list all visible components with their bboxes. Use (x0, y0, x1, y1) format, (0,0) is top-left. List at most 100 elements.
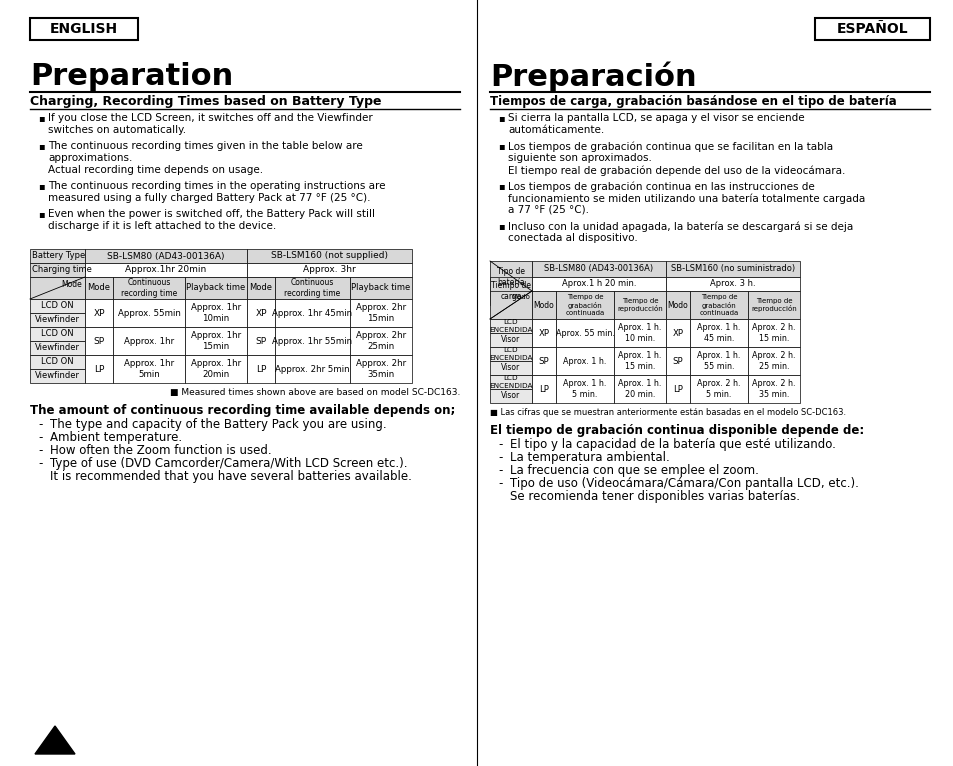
Text: ▪: ▪ (497, 113, 504, 123)
Text: Aprox. 1 h.
5 min.: Aprox. 1 h. 5 min. (562, 379, 606, 398)
Bar (532, 291, 556, 319)
Bar (185, 355, 247, 383)
Text: LCD
ENCENDIDA: LCD ENCENDIDA (489, 375, 532, 388)
Bar (532, 277, 665, 291)
Text: Approx. 1hr
10min: Approx. 1hr 10min (191, 303, 241, 322)
Bar (30, 263, 85, 277)
Text: ■ Measured times shown above are based on model SC-DC163.: ■ Measured times shown above are based o… (170, 388, 459, 397)
Text: Aprox. 3 h.: Aprox. 3 h. (709, 280, 755, 289)
Text: Tiempo de
grabación
continuada: Tiempo de grabación continuada (699, 294, 738, 316)
Text: Approx. 2hr 5min: Approx. 2hr 5min (274, 365, 350, 374)
Text: Charging, Recording Times based on Battery Type: Charging, Recording Times based on Batte… (30, 95, 381, 108)
Text: LP: LP (538, 385, 548, 394)
Text: XP: XP (255, 309, 267, 317)
Text: LCD ON: LCD ON (41, 302, 73, 310)
Text: SP: SP (255, 336, 266, 345)
Text: Aprox. 2 h.
25 min.: Aprox. 2 h. 25 min. (752, 352, 795, 371)
Text: Approx. 2hr
15min: Approx. 2hr 15min (355, 303, 406, 322)
Text: SB-LSM160 (no suministrado): SB-LSM160 (no suministrado) (670, 264, 794, 273)
Text: Charging time: Charging time (32, 266, 91, 274)
Text: XP: XP (672, 329, 682, 338)
Text: Approx. 1hr
15min: Approx. 1hr 15min (191, 332, 241, 351)
Text: LCD
ENCENDIDA: LCD ENCENDIDA (489, 319, 532, 332)
Bar (556, 347, 614, 375)
Bar (85, 263, 247, 277)
Bar (665, 375, 689, 403)
Text: Approx. 1hr: Approx. 1hr (124, 336, 173, 345)
Text: siguiente son aproximados.: siguiente son aproximados. (507, 153, 651, 163)
Bar (665, 347, 689, 375)
Bar (30, 341, 85, 355)
Text: LCD ON: LCD ON (41, 329, 73, 339)
Bar (532, 347, 556, 375)
Text: Aprox. 1 h.
55 min.: Aprox. 1 h. 55 min. (697, 352, 740, 371)
Bar (556, 291, 614, 319)
Bar (490, 291, 532, 319)
Bar (112, 327, 185, 355)
Bar (274, 355, 350, 383)
Text: Tiempo de
reproducción: Tiempo de reproducción (617, 298, 662, 312)
Bar (112, 277, 185, 299)
Text: Visor: Visor (501, 336, 520, 345)
Text: automáticamente.: automáticamente. (507, 125, 603, 135)
Bar (747, 375, 800, 403)
Bar (274, 327, 350, 355)
Text: LCD ON: LCD ON (41, 358, 73, 366)
Text: -: - (38, 431, 42, 444)
Bar (614, 319, 665, 347)
Text: The continuous recording times given in the table below are: The continuous recording times given in … (48, 141, 362, 151)
Bar (614, 347, 665, 375)
Text: approximations.: approximations. (48, 153, 132, 163)
Text: Preparación: Preparación (490, 62, 696, 93)
Text: Aprox. 2 h.
15 min.: Aprox. 2 h. 15 min. (752, 323, 795, 342)
Bar (247, 327, 274, 355)
Text: Aprox. 55 min.: Aprox. 55 min. (555, 329, 614, 338)
Text: SP: SP (93, 336, 105, 345)
Text: Approx. 2hr
25min: Approx. 2hr 25min (355, 332, 406, 351)
Text: SB-LSM80 (AD43-00136A): SB-LSM80 (AD43-00136A) (107, 251, 225, 260)
Text: Mode: Mode (88, 283, 111, 293)
Text: -: - (497, 477, 502, 490)
Text: Viewfinder: Viewfinder (35, 343, 80, 352)
Bar (350, 299, 412, 327)
Bar (30, 355, 85, 369)
Text: ▪: ▪ (38, 181, 45, 191)
Text: Tipo de
batería: Tipo de batería (497, 267, 524, 286)
Text: Aprox. 2 h.
35 min.: Aprox. 2 h. 35 min. (752, 379, 795, 398)
Bar (350, 277, 412, 299)
Text: ▪: ▪ (497, 181, 504, 191)
Bar (247, 355, 274, 383)
Bar (30, 277, 85, 299)
Text: Los tiempos de grabación continua que se facilitan en la tabla: Los tiempos de grabación continua que se… (507, 141, 832, 152)
Text: ▪: ▪ (497, 221, 504, 231)
Text: 22: 22 (46, 736, 64, 749)
Text: Tipo de uso (Videocámara/Cámara/Con pantalla LCD, etc.).: Tipo de uso (Videocámara/Cámara/Con pant… (510, 477, 858, 490)
Text: Approx.1hr 20min: Approx.1hr 20min (125, 266, 207, 274)
Bar (30, 299, 85, 313)
Text: Approx. 1hr 55min: Approx. 1hr 55min (273, 336, 353, 345)
Text: Modo: Modo (667, 300, 688, 309)
Bar (665, 261, 800, 277)
Text: El tiempo de grabación continua disponible depende de:: El tiempo de grabación continua disponib… (490, 424, 863, 437)
Bar (747, 291, 800, 319)
Text: The continuous recording times in the operating instructions are: The continuous recording times in the op… (48, 181, 385, 191)
Text: ENGLISH: ENGLISH (50, 22, 118, 36)
Bar (814, 18, 929, 40)
Text: ESPAÑOL: ESPAÑOL (836, 22, 907, 36)
Text: a 77 °F (25 °C).: a 77 °F (25 °C). (507, 205, 588, 215)
Bar (689, 347, 747, 375)
Text: -: - (497, 464, 502, 477)
Text: The amount of continuous recording time available depends on;: The amount of continuous recording time … (30, 404, 455, 417)
Bar (747, 319, 800, 347)
Text: Approx. 2hr
35min: Approx. 2hr 35min (355, 359, 406, 378)
Text: LP: LP (93, 365, 104, 374)
Text: Incluso con la unidad apagada, la batería se descargará si se deja: Incluso con la unidad apagada, la baterí… (507, 221, 852, 231)
Text: XP: XP (537, 329, 549, 338)
Text: ▪: ▪ (38, 113, 45, 123)
Text: Playback time: Playback time (351, 283, 410, 293)
Text: switches on automatically.: switches on automatically. (48, 125, 186, 135)
Bar (30, 18, 138, 40)
Text: SB-LSM80 (AD43-00136A): SB-LSM80 (AD43-00136A) (544, 264, 653, 273)
Text: funcionamiento se miden utilizando una batería totalmente cargada: funcionamiento se miden utilizando una b… (507, 193, 864, 204)
Bar (30, 313, 85, 327)
